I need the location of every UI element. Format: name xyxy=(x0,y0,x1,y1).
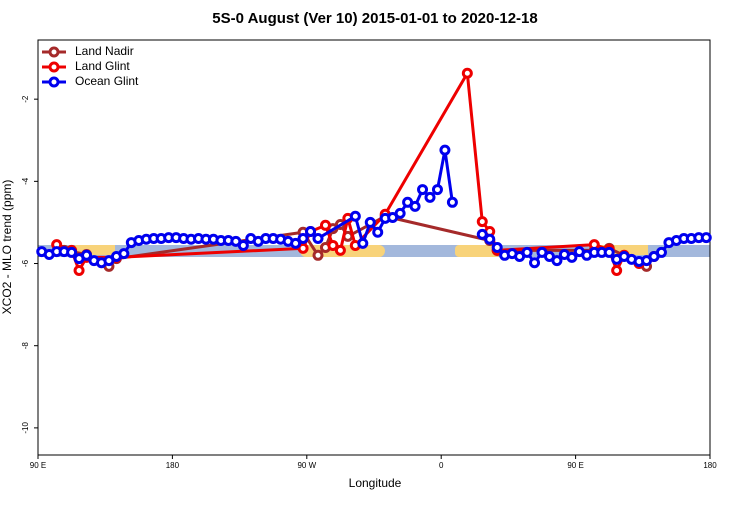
data-point xyxy=(476,216,488,228)
data-point xyxy=(81,249,93,261)
y-axis-label: XCO2 - MLO trend (ppm) xyxy=(0,180,14,315)
data-point xyxy=(461,67,473,79)
y-tick-label: -6 xyxy=(21,259,30,267)
data-point xyxy=(290,237,302,249)
data-point xyxy=(319,219,331,231)
x-tick-label: 90 E xyxy=(567,461,583,470)
x-tick-label: 180 xyxy=(166,461,180,470)
data-point xyxy=(700,232,712,244)
data-point xyxy=(655,246,667,258)
data-point xyxy=(431,184,443,196)
data-point xyxy=(66,246,78,258)
data-point xyxy=(424,191,436,203)
y-tick-label: -8 xyxy=(21,342,30,350)
data-point xyxy=(409,200,421,212)
data-point xyxy=(439,144,451,156)
data-point xyxy=(237,239,249,251)
legend-label: Ocean Glint xyxy=(75,74,139,88)
legend-label: Land Glint xyxy=(75,59,130,73)
data-point xyxy=(327,239,339,251)
data-point xyxy=(566,251,578,263)
data-point xyxy=(603,246,615,258)
data-point xyxy=(305,225,317,237)
data-point xyxy=(73,265,85,277)
data-point xyxy=(476,228,488,240)
legend-marker xyxy=(48,61,60,73)
data-point xyxy=(297,232,309,244)
data-point xyxy=(521,246,533,258)
data-point xyxy=(484,233,496,245)
plot-frame xyxy=(37,39,711,456)
data-point xyxy=(394,207,406,219)
data-point xyxy=(446,196,458,208)
x-tick-label: 0 xyxy=(439,461,444,470)
x-tick-label: 90 E xyxy=(30,461,46,470)
y-tick-label: -2 xyxy=(21,95,30,103)
data-point xyxy=(349,210,361,222)
y-tick-label: -10 xyxy=(21,422,30,434)
chart-title: 5S-0 August (Ver 10) 2015-01-01 to 2020-… xyxy=(212,10,537,27)
legend-marker xyxy=(48,76,60,88)
data-point xyxy=(372,226,384,238)
data-point xyxy=(118,248,130,260)
x-tick-label: 180 xyxy=(703,461,717,470)
data-point xyxy=(529,257,541,269)
data-point xyxy=(491,242,503,253)
data-point xyxy=(611,265,623,277)
data-point xyxy=(357,237,369,249)
data-point xyxy=(297,242,309,254)
legend-label: Land Nadir xyxy=(75,44,134,58)
data-point xyxy=(551,255,563,267)
y-tick-label: -4 xyxy=(21,177,30,185)
x-tick-label: 90 W xyxy=(297,461,316,470)
data-point xyxy=(334,244,346,256)
x-axis-label: Longitude xyxy=(349,476,402,490)
data-point xyxy=(312,249,324,261)
data-point xyxy=(312,232,324,244)
legend-marker xyxy=(48,46,60,58)
data-point xyxy=(364,216,376,228)
data-point xyxy=(417,184,429,196)
